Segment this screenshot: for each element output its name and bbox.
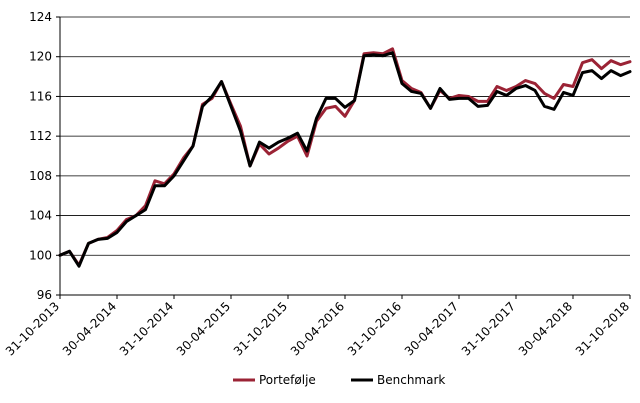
y-tick-label: 108 [29, 169, 52, 183]
gridlines [60, 16, 630, 256]
x-tick-label: 31-10-2018 [573, 299, 632, 358]
y-tick-label: 96 [37, 288, 52, 302]
x-tick-label: 31-10-2016 [345, 299, 404, 358]
x-tick-label: 30-04-2016 [288, 299, 347, 358]
y-tick-label: 116 [29, 89, 52, 103]
series-line-benchmark [58, 51, 632, 268]
y-tick-label: 124 [29, 10, 52, 24]
series-line-portefolje [58, 47, 632, 267]
x-tick-label: 31-10-2015 [231, 299, 290, 358]
y-tick-label: 104 [29, 209, 52, 223]
axes [59, 17, 630, 296]
series-lines [58, 47, 632, 268]
legend-label-portefolje: Portefølje [259, 373, 316, 387]
y-tick-label: 100 [29, 248, 52, 262]
y-tick-label: 120 [29, 50, 52, 64]
legend-label-benchmark: Benchmark [377, 373, 445, 387]
y-tick-label: 112 [29, 129, 52, 143]
x-tick-label: 31-10-2013 [3, 299, 62, 358]
x-tick-label: 30-04-2014 [60, 299, 119, 358]
x-tick-label: 30-04-2018 [516, 299, 575, 358]
x-tick-label: 30-04-2017 [402, 299, 461, 358]
x-tick-label: 31-10-2017 [459, 299, 518, 358]
y-axis-ticks: 96 100 104 108 112 116 120 124 [29, 10, 60, 302]
legend: Portefølje Benchmark [233, 373, 445, 387]
x-tick-label: 31-10-2014 [117, 299, 176, 358]
x-tick-label: 30-04-2015 [174, 299, 233, 358]
x-axis-ticks: 31-10-201330-04-201431-10-201430-04-2015… [3, 295, 632, 358]
